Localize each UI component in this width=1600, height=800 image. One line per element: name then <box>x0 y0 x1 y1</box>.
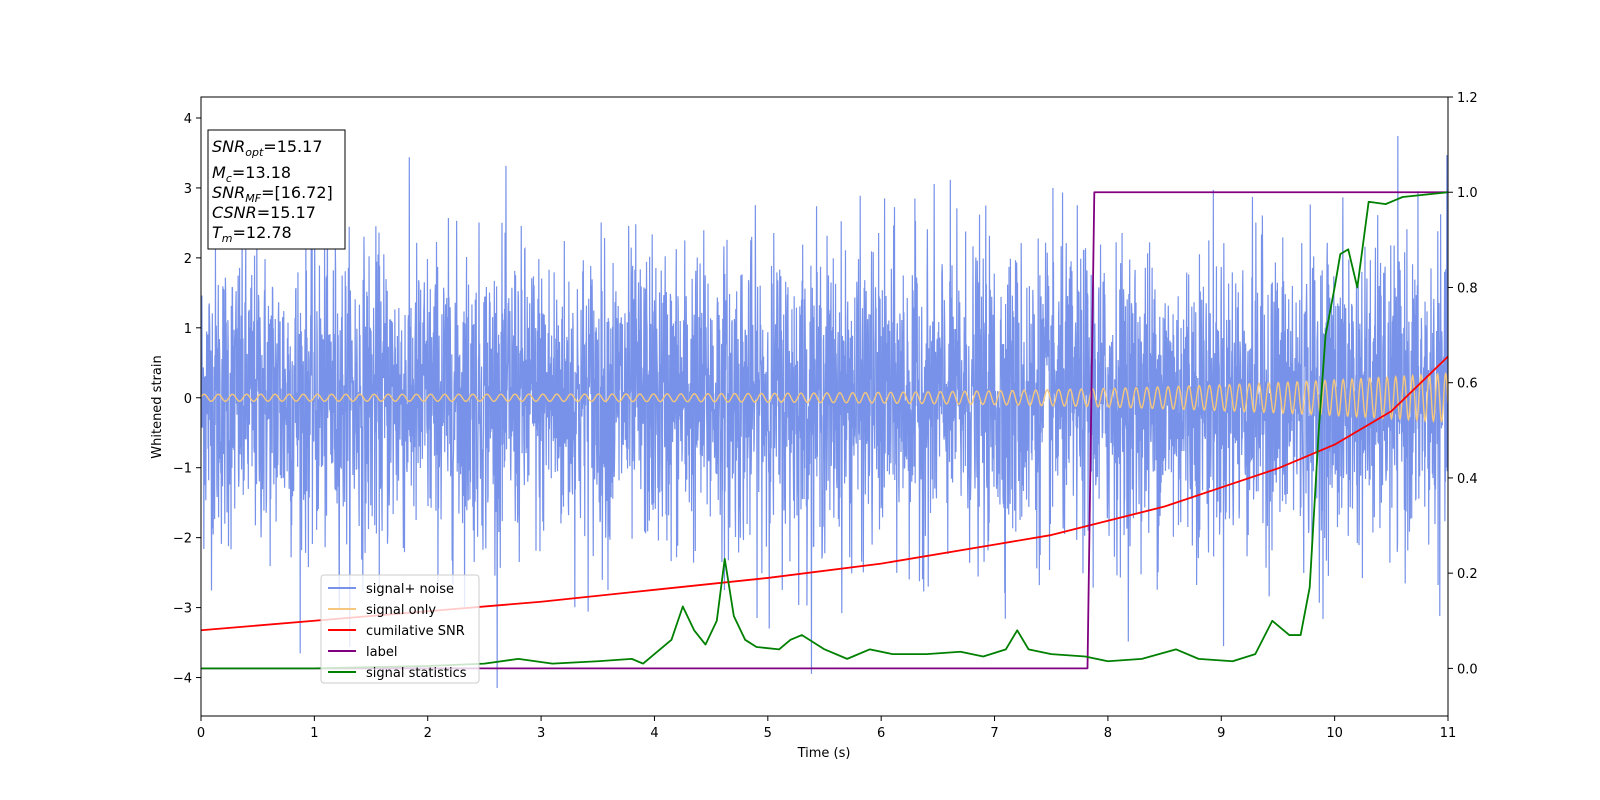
plot-frame <box>200 96 1449 717</box>
y-right-tick-label: 1.0 <box>1457 186 1478 201</box>
x-tick-label: 2 <box>424 726 432 741</box>
info-box-frame <box>207 129 346 250</box>
axes-layer: 0 1 2 3 4 5 6 7 8 9 10 11 −4 −3 −2 −1 0 1 2 3 4 0.0 0.2 0.4 0.6 0… <box>173 91 1478 741</box>
x-tick-label: 3 <box>537 726 545 741</box>
y-left-tick-label: −3 <box>173 602 192 617</box>
x-tick-label: 6 <box>877 726 885 741</box>
series-signal-statistics <box>201 191 1448 670</box>
legend-frame <box>320 574 480 684</box>
x-tick-label: 4 <box>650 726 658 741</box>
y-left-tick-label: −2 <box>173 532 192 547</box>
series-label <box>201 191 1448 670</box>
legend-label: cumilative SNR <box>366 624 465 639</box>
y-left-tick-label: 0 <box>184 392 192 407</box>
y-right-tick-label: 0.6 <box>1457 377 1478 392</box>
info-snr-opt: SNRopt=15.17 <box>212 137 323 159</box>
y-left-tick-label: 1 <box>184 322 192 337</box>
info-mc: Mc=13.18 <box>212 163 291 185</box>
y-right-tick-label: 0.4 <box>1457 472 1478 487</box>
legend: signal+ noise signal only cumilative SNR la… <box>320 574 480 684</box>
info-tm: Tm=12.78 <box>212 223 292 245</box>
series-signal-only <box>201 372 1448 424</box>
info-csnr: CSNR=15.17 <box>212 203 316 222</box>
legend-label: signal+ noise <box>366 582 454 597</box>
legend-label: signal only <box>366 603 436 618</box>
legend-label: signal statistics <box>366 666 467 681</box>
y-axis-label: Whitened strain <box>150 355 165 458</box>
info-box: SNRopt=15.17 Mc=13.18 SNRMF=[16.72] CSNR… <box>207 129 346 250</box>
x-tick-label: 8 <box>1104 726 1112 741</box>
info-snr-mf: SNRMF=[16.72] <box>212 183 333 205</box>
y-left-tick-label: 2 <box>184 252 192 267</box>
x-tick-label: 9 <box>1217 726 1225 741</box>
y-left-tick-label: 3 <box>184 182 192 197</box>
info-snr-mf-value: [16.72] <box>274 183 332 202</box>
y-right-tick-label: 1.2 <box>1457 91 1478 106</box>
info-csnr-value: 15.17 <box>270 203 316 222</box>
x-tick-label: 1 <box>310 726 318 741</box>
x-tick-label: 0 <box>197 726 205 741</box>
series-signal-noise <box>201 136 1448 689</box>
y-right-tick-label: 0.2 <box>1457 567 1478 582</box>
x-tick-label: 10 <box>1326 726 1343 741</box>
legend-label: label <box>366 645 397 660</box>
y-right-tick-label: 0.8 <box>1457 281 1478 296</box>
info-tm-value: 12.78 <box>246 223 292 242</box>
y-left-tick-label: 4 <box>184 112 192 127</box>
y-left-tick-label: −4 <box>173 672 192 687</box>
y-right-tick-label: 0.0 <box>1457 662 1478 677</box>
x-tick-label: 11 <box>1440 726 1457 741</box>
x-axis-label: Time (s) <box>797 746 851 761</box>
x-tick-label: 7 <box>990 726 998 741</box>
series-layer <box>201 136 1448 689</box>
series-cumilative-snr <box>201 355 1448 632</box>
x-tick-label: 5 <box>764 726 772 741</box>
info-snr-opt-value: 15.17 <box>277 137 323 156</box>
info-mc-value: 13.18 <box>245 163 291 182</box>
y-left-tick-label: −1 <box>173 462 192 477</box>
